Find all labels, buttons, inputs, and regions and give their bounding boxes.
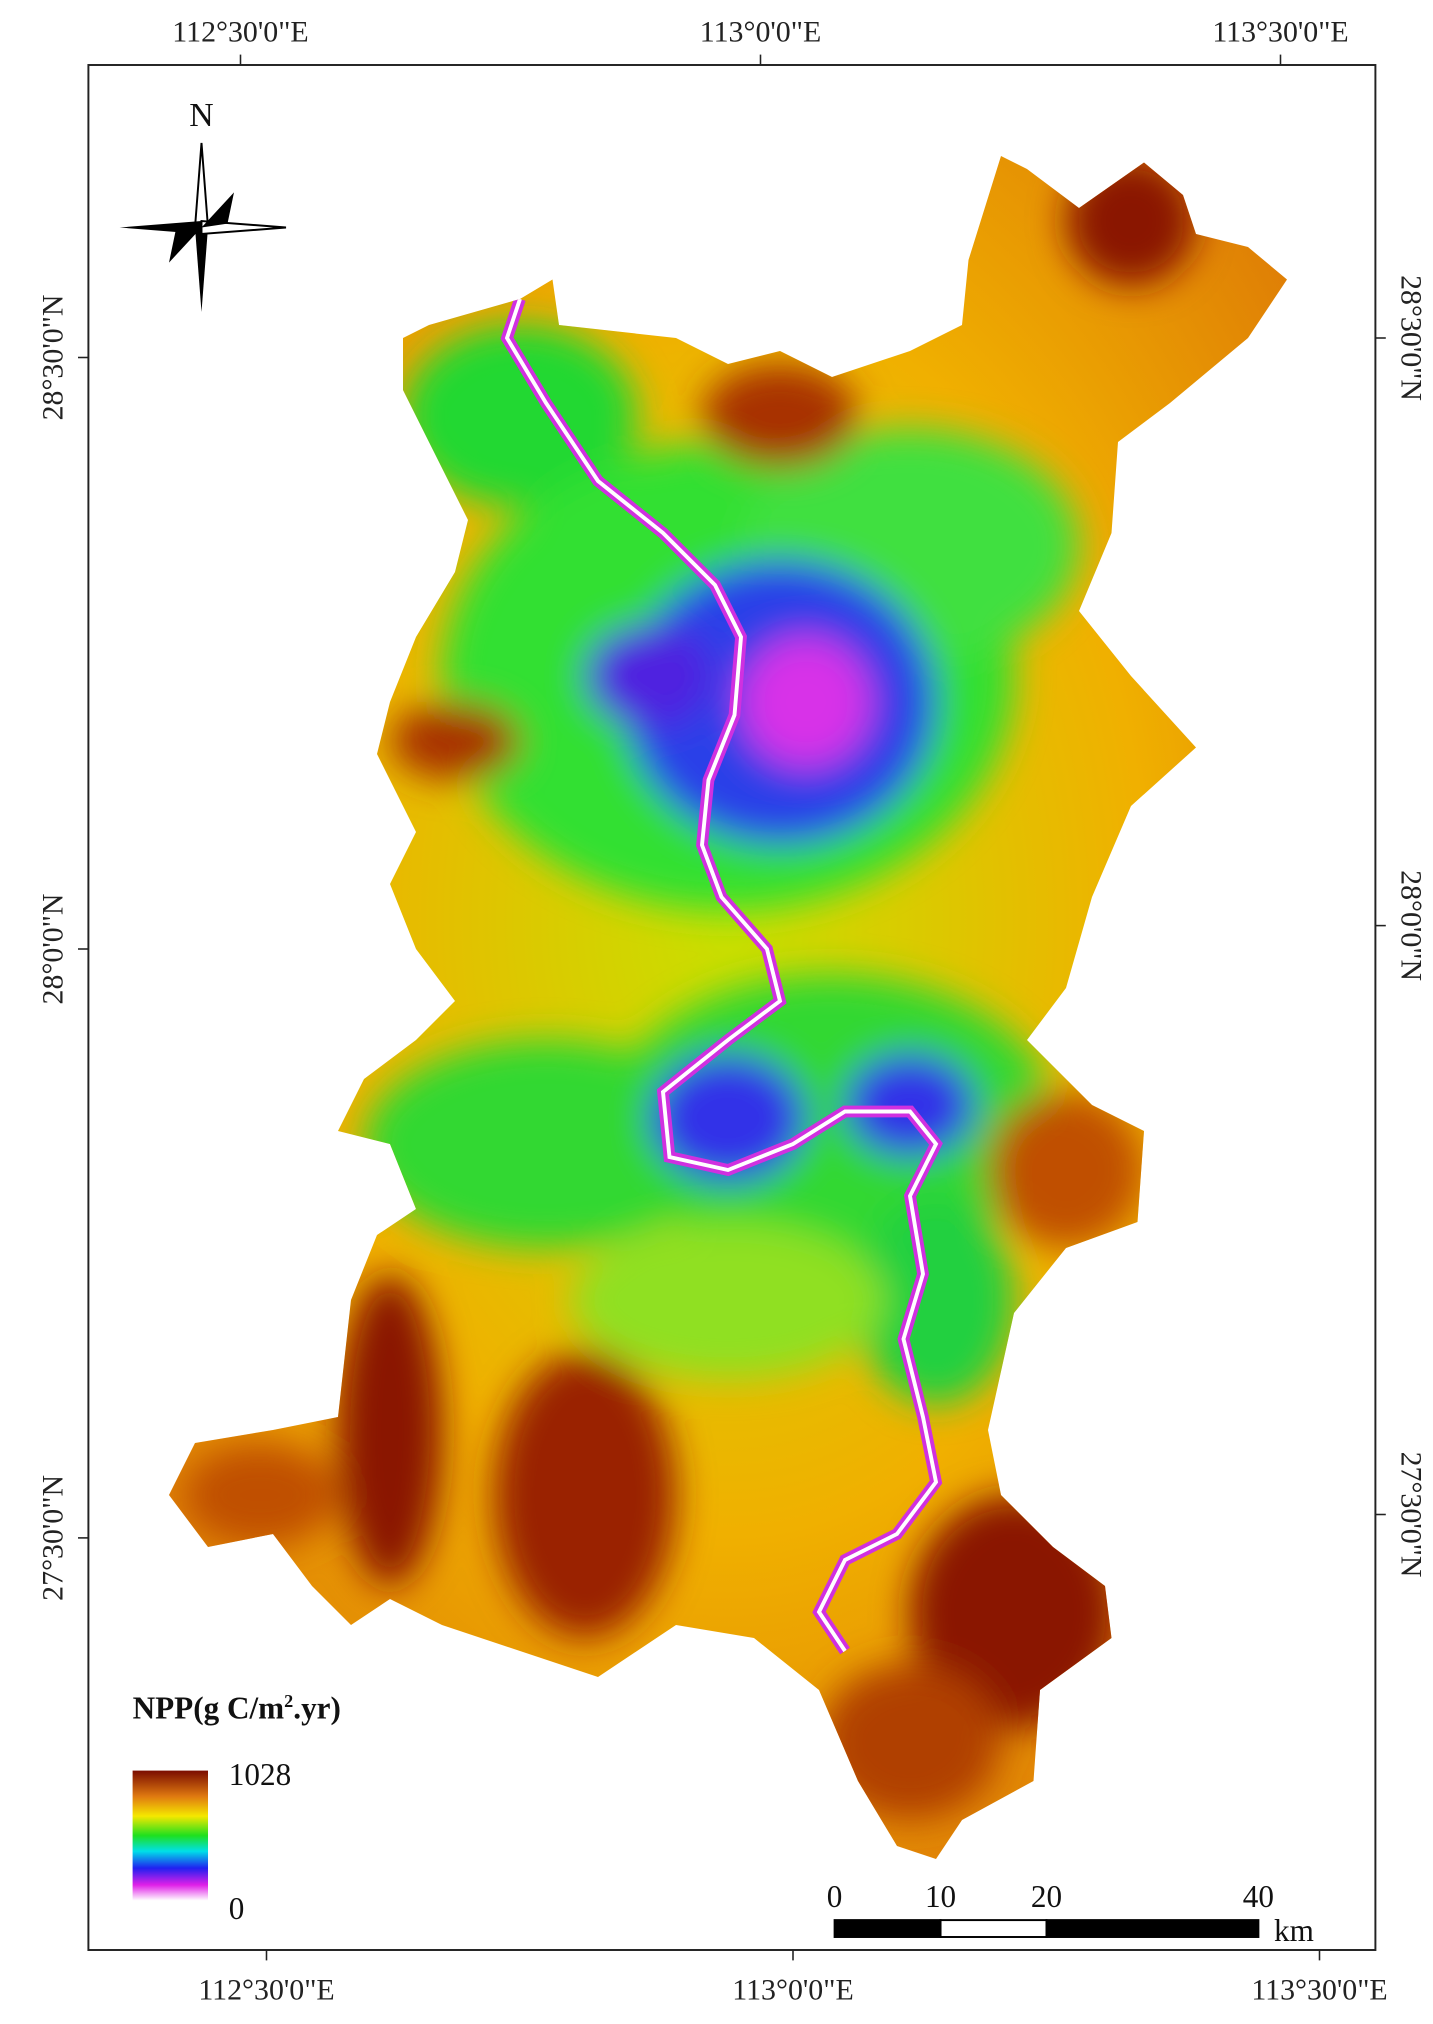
scale-tick-label: 10 [925, 1879, 956, 1914]
legend-max: 1028 [229, 1757, 291, 1792]
left-lat-label: 27°30'0"N [36, 1475, 69, 1601]
map-body: 112°30'0"E 113°0'0"E 113°30'0"E 112°30'0"E 1… [36, 16, 1427, 2007]
bottom-lon-label: 112°30'0"E [198, 1973, 334, 2006]
legend-title-sup: 2 [284, 1691, 293, 1711]
legend-title-end: .yr) [293, 1691, 341, 1726]
bottom-lon-label: 113°30'0"E [1251, 1973, 1387, 2006]
scale-tick-label: 0 [827, 1879, 843, 1914]
legend-title-main: NPP(g C/m [133, 1691, 285, 1726]
colorbar [132, 1770, 208, 1901]
legend-title: NPP(g C/m2.yr) [133, 1691, 341, 1726]
scale-unit: km [1274, 1913, 1314, 1948]
top-lon-label: 113°30'0"E [1212, 16, 1348, 49]
north-arrow: N [119, 97, 287, 312]
scale-segment [1045, 1919, 1260, 1938]
left-lat-label: 28°30'0"N [36, 295, 69, 421]
scale-tick-label: 20 [1031, 1879, 1062, 1914]
top-lon-label: 113°0'0"E [700, 16, 821, 49]
scale-segment [833, 1919, 942, 1938]
top-lon-label: 112°30'0"E [172, 16, 308, 49]
scale-tick-label: 40 [1243, 1879, 1274, 1914]
scale-segment [939, 1919, 1048, 1938]
right-lat-label: 27°30'0"N [1394, 1452, 1427, 1578]
right-lat-label: 28°0'0"N [1394, 870, 1427, 981]
bottom-lon-label: 113°0'0"E [732, 1973, 853, 2006]
left-lat-label: 28°0'0"N [36, 894, 69, 1005]
graticule-ticks [77, 54, 1386, 1961]
north-label: N [189, 97, 213, 134]
right-lat-label: 28°30'0"N [1394, 275, 1427, 401]
legend-min: 0 [229, 1891, 245, 1926]
